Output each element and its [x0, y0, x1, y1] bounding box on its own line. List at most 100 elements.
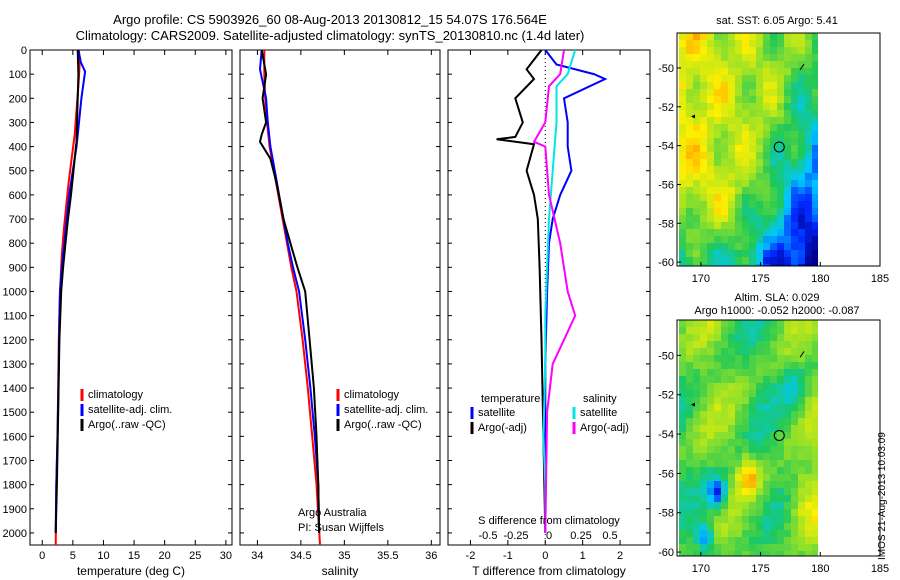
heatmap-cell: [707, 544, 714, 551]
heatmap-cell: [700, 229, 707, 236]
heatmap-cell: [805, 383, 812, 390]
heatmap-cell: [763, 208, 770, 215]
heatmap-cell: [721, 355, 728, 362]
heatmap-cell: [770, 47, 777, 54]
heatmap-cell: [756, 47, 763, 54]
heatmap-cell: [784, 404, 791, 411]
heatmap-cell: [763, 446, 770, 453]
heatmap-cell: [784, 257, 791, 264]
heatmap-cell: [749, 145, 756, 152]
heatmap-cell: [791, 201, 798, 208]
heatmap-cell: [756, 124, 763, 131]
heatmap-cell: [714, 194, 721, 201]
heatmap-cell: [805, 425, 812, 432]
heatmap-cell: [756, 404, 763, 411]
heatmap-cell: [749, 236, 756, 243]
heatmap-cell: [679, 187, 686, 194]
heatmap-cell: [728, 201, 735, 208]
map-heatmap-cells-2: [679, 320, 818, 556]
y-tick-label: 1000: [3, 286, 27, 298]
heatmap-cell: [735, 159, 742, 166]
heatmap-cell: [721, 243, 728, 250]
heatmap-cell: [805, 376, 812, 383]
heatmap-cell: [798, 474, 805, 481]
heatmap-cell: [735, 229, 742, 236]
heatmap-cell: [742, 404, 749, 411]
heatmap-cell: [784, 383, 791, 390]
heatmap-cell: [679, 40, 686, 47]
map-small-arrow: [799, 63, 805, 71]
heatmap-cell: [777, 439, 784, 446]
heatmap-cell: [784, 96, 791, 103]
heatmap-cell: [777, 166, 784, 173]
heatmap-cell: [686, 138, 693, 145]
heatmap-cell: [742, 502, 749, 509]
heatmap-cell: [756, 453, 763, 460]
heatmap-cell: [784, 166, 791, 173]
heatmap-cell: [693, 208, 700, 215]
heatmap-cell: [735, 131, 742, 138]
heatmap-cell: [686, 201, 693, 208]
heatmap-cell: [791, 187, 798, 194]
map-y-tick-label: -56: [658, 468, 674, 480]
heatmap-cell: [763, 145, 770, 152]
heatmap-cell: [679, 110, 686, 117]
heatmap-cell: [805, 250, 812, 257]
heatmap-cell: [679, 411, 686, 418]
secondary-tick-label: 0.25: [570, 530, 591, 542]
heatmap-cell: [784, 467, 791, 474]
heatmap-cell: [686, 537, 693, 544]
heatmap-cell: [791, 355, 798, 362]
heatmap-cell: [770, 138, 777, 145]
heatmap-cell: [700, 103, 707, 110]
heatmap-cell: [763, 397, 770, 404]
heatmap-cell: [714, 201, 721, 208]
heatmap-cell: [714, 467, 721, 474]
heatmap-cell: [763, 47, 770, 54]
heatmap-cell: [791, 474, 798, 481]
heatmap-cell: [714, 138, 721, 145]
heatmap-cell: [784, 243, 791, 250]
heatmap-cell: [805, 474, 812, 481]
secondary-tick-label: 0: [546, 530, 552, 542]
heatmap-cell: [791, 537, 798, 544]
heatmap-cell: [749, 40, 756, 47]
heatmap-cell: [763, 418, 770, 425]
heatmap-cell: [721, 61, 728, 68]
heatmap-cell: [707, 530, 714, 537]
heatmap-cell: [756, 138, 763, 145]
x-tick-label: 30: [220, 550, 232, 562]
heatmap-cell: [791, 54, 798, 61]
heatmap-cell: [679, 481, 686, 488]
heatmap-cell: [679, 502, 686, 509]
heatmap-cell: [763, 327, 770, 334]
heatmap-cell: [791, 250, 798, 257]
heatmap-cell: [798, 131, 805, 138]
heatmap-cell: [784, 187, 791, 194]
heatmap-cell: [798, 222, 805, 229]
heatmap-cell: [791, 145, 798, 152]
heatmap-cell: [784, 152, 791, 159]
x-tick-label: 34.5: [290, 550, 311, 562]
heatmap-cell: [693, 355, 700, 362]
heatmap-cell: [805, 446, 812, 453]
map-y-tick-label: -58: [658, 218, 674, 230]
heatmap-cell: [791, 544, 798, 551]
heatmap-cell: [721, 439, 728, 446]
heatmap-cell: [742, 166, 749, 173]
heatmap-cell: [749, 82, 756, 89]
heatmap-cell: [784, 516, 791, 523]
heatmap-cell: [770, 362, 777, 369]
heatmap-cell: [784, 453, 791, 460]
heatmap-cell: [798, 509, 805, 516]
heatmap-cell: [749, 194, 756, 201]
heatmap-cell: [791, 40, 798, 47]
heatmap-cell: [721, 544, 728, 551]
y-tick-label: 700: [9, 214, 27, 226]
heatmap-cell: [798, 481, 805, 488]
heatmap-cell: [777, 418, 784, 425]
heatmap-cell: [686, 390, 693, 397]
heatmap-cell: [714, 222, 721, 229]
heatmap-cell: [742, 362, 749, 369]
heatmap-cell: [679, 369, 686, 376]
